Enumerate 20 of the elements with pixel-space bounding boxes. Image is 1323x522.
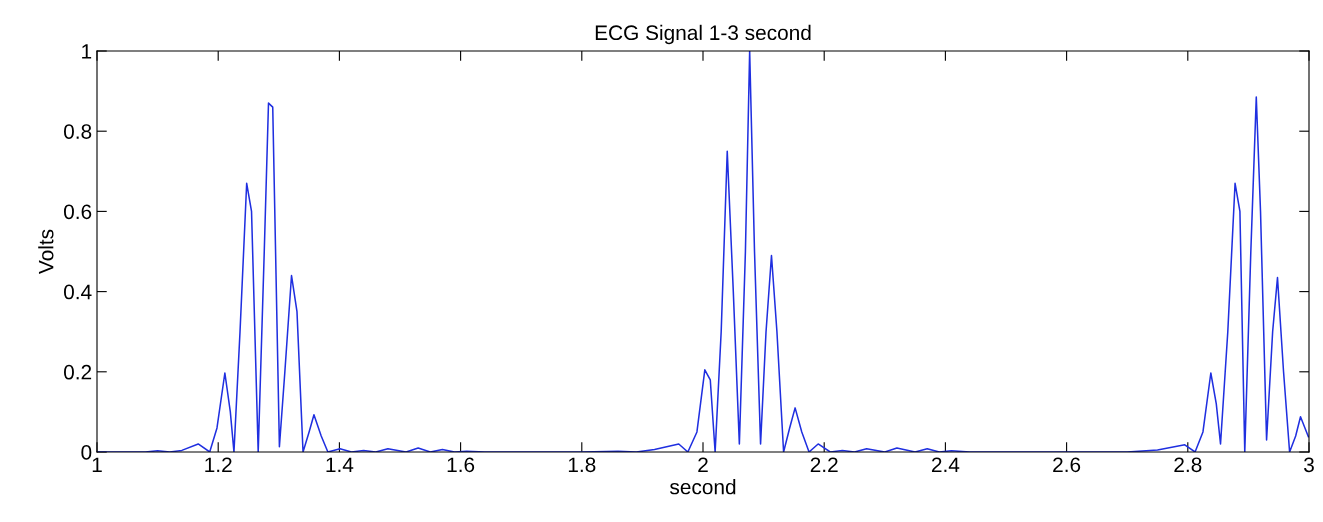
x-tick-label: 2.4 xyxy=(931,457,960,472)
y-tick-label: 0.2 xyxy=(63,364,92,380)
x-tick-label: 1 xyxy=(92,457,102,472)
x-tick-label: 2.6 xyxy=(1053,457,1081,473)
y-axis-title: Volts xyxy=(38,229,54,274)
y-tick-label: 0 xyxy=(81,445,92,460)
x-tick-label: 1.6 xyxy=(447,457,475,473)
x-tick-label: 3 xyxy=(1304,457,1314,473)
x-tick-label: 1.4 xyxy=(326,457,354,472)
y-tick-label: 0.8 xyxy=(63,124,92,139)
x-tick-label: 1.2 xyxy=(205,457,232,472)
x-axis-title: second xyxy=(669,479,736,495)
x-tick-label: 1.8 xyxy=(568,457,596,473)
chart-title: ECG Signal 1-3 second xyxy=(595,24,811,45)
y-tick-label: 0.4 xyxy=(63,284,92,300)
x-tick-label: 2.8 xyxy=(1174,457,1202,473)
x-tick-label: 2.2 xyxy=(810,457,838,472)
x-tick-label: 2 xyxy=(698,457,708,472)
y-tick-label: 0.6 xyxy=(63,204,92,220)
y-tick-label: 1 xyxy=(82,44,92,59)
